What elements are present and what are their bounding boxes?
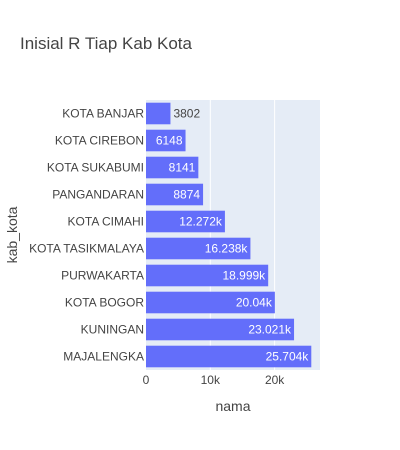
- x-tick-label: 20k: [265, 373, 285, 387]
- x-tick-label: 0: [143, 373, 150, 387]
- bars-group: 3802 6148 8141 8874 12.272k 16.238k 18.999k 20.…: [146, 102, 312, 368]
- category-label: PANGANDARAN: [52, 188, 144, 202]
- category-label: KUNINGAN: [81, 323, 144, 337]
- category-label: KOTA CIMAHI: [68, 215, 144, 229]
- bar-value-label: 18.999k: [222, 269, 266, 283]
- bar: [146, 345, 312, 368]
- bar: [146, 318, 295, 341]
- bar: [146, 129, 186, 152]
- bar-value-label: 6148: [156, 134, 183, 148]
- category-label: KOTA CIREBON: [55, 134, 144, 148]
- bar-value-label: 12.272k: [179, 215, 223, 229]
- category-label: KOTA BANJAR: [62, 107, 144, 121]
- bar-value-label: 16.238k: [205, 242, 249, 256]
- bar: [146, 210, 225, 233]
- bar: [146, 264, 269, 287]
- bar: [146, 291, 275, 314]
- category-label: KOTA BOGOR: [65, 296, 144, 310]
- x-tick-labels: 0 10k 20k: [143, 373, 286, 387]
- x-tick-label: 10k: [201, 373, 221, 387]
- category-label: MAJALENGKA: [63, 350, 144, 364]
- category-label: KOTA SUKABUMI: [47, 161, 144, 175]
- y-axis-title: kab_kota: [4, 206, 20, 263]
- bar-value-label: 23.021k: [248, 323, 292, 337]
- chart-title: Inisial R Tiap Kab Kota: [20, 34, 192, 53]
- bar-value-label: 25.704k: [266, 350, 310, 364]
- bar-value-label: 8874: [173, 188, 200, 202]
- bar-value-label: 8141: [169, 161, 196, 175]
- category-label: KOTA TASIKMALAYA: [29, 242, 144, 256]
- x-axis-title: nama: [215, 398, 250, 414]
- bar-value-label: 3802: [173, 107, 200, 121]
- category-labels: KOTA BANJAR KOTA CIREBON KOTA SUKABUMI PANG…: [29, 107, 144, 364]
- bar: [146, 156, 199, 179]
- bar: [146, 102, 171, 125]
- bar: [146, 183, 204, 206]
- category-label: PURWAKARTA: [61, 269, 144, 283]
- bar-value-label: 20.04k: [236, 296, 273, 310]
- bar: [146, 237, 251, 260]
